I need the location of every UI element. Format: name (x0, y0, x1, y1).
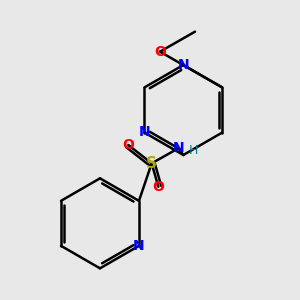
Text: N: N (139, 125, 150, 140)
Text: N: N (178, 58, 189, 72)
Text: N: N (172, 141, 184, 155)
Text: O: O (154, 45, 166, 59)
Text: O: O (122, 138, 134, 152)
Text: N: N (133, 239, 145, 253)
Text: O: O (152, 180, 164, 194)
Text: S: S (146, 156, 157, 171)
Text: H: H (189, 143, 198, 157)
